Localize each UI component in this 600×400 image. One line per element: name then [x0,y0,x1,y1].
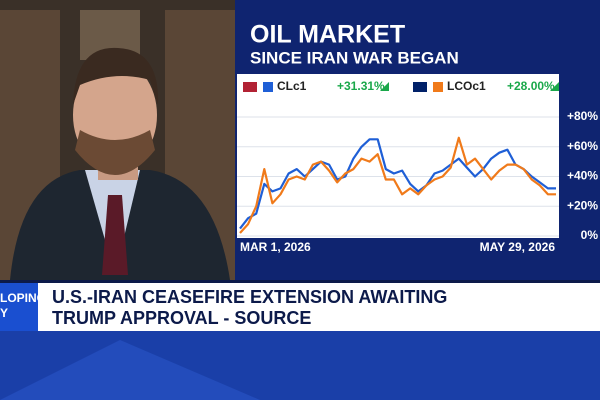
y-tick-label: +60% [567,139,598,153]
tag-text: LOPING [0,291,46,305]
series-line [239,138,556,230]
y-tick-label: 0% [581,228,599,242]
hair [73,47,159,105]
headline: U.S.-IRAN CEASEFIRE EXTENSION AWAITING [52,287,447,307]
series-line [239,136,556,234]
legend-flag [413,82,427,92]
y-tick-label: +20% [567,198,598,212]
headline: TRUMP APPROVAL - SOURCE [52,308,311,328]
decor [0,340,260,400]
chart-subtitle: SINCE IRAN WAR BEGAN [250,48,459,67]
legend-change: +31.31% [337,79,385,93]
headline-box [38,283,600,331]
legend-label: LCOc1 [447,79,486,93]
tag-box [0,283,38,331]
x-tick-label: MAR 1, 2026 [240,240,311,254]
change-arrow [380,82,389,91]
x-tick-label: MAY 29, 2026 [480,240,556,254]
change-arrow [550,82,559,91]
chart-title: OIL MARKET [250,21,405,49]
legend-flag [243,82,257,92]
chart-card [237,74,559,238]
legend-swatch [263,82,273,92]
chart: 0% +20% +40% +60% +80% MAR 1, 2026 MAY 29, 202… [237,79,598,254]
legend-change: +28.00% [507,79,555,93]
tie [102,195,128,275]
legend-swatch [433,82,443,92]
legend-label: CLc1 [277,79,307,93]
tag-text: Y [0,306,8,320]
beard [75,130,155,175]
y-tick-label: +80% [567,109,598,123]
y-tick-label: +40% [567,169,598,183]
